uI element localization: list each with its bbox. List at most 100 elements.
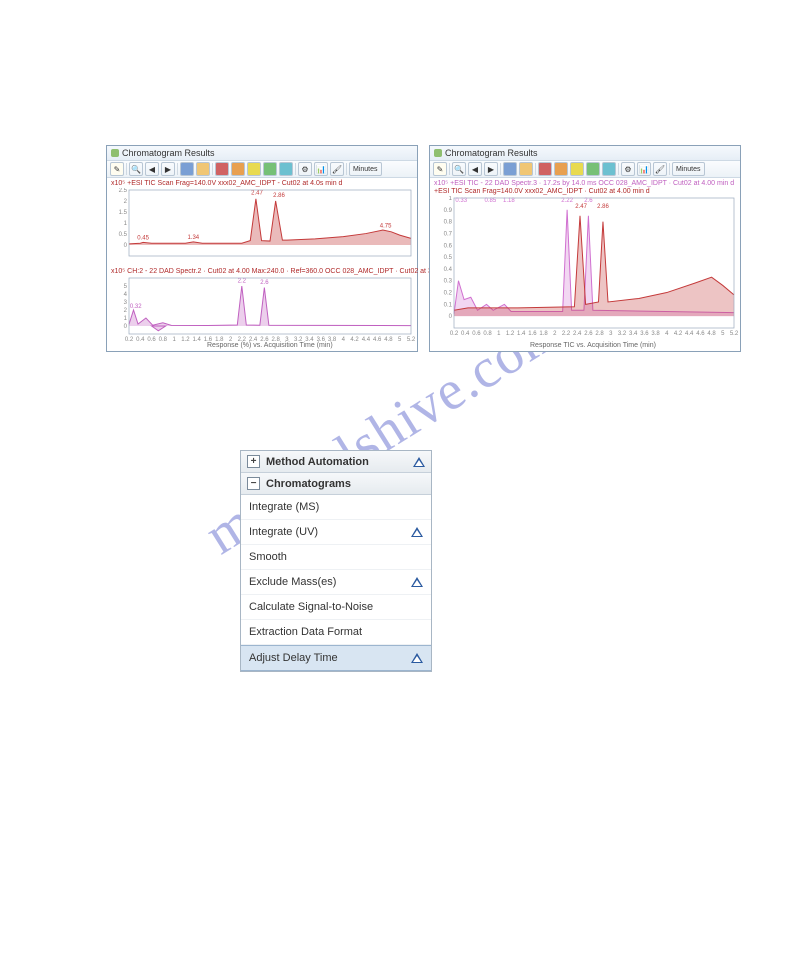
chart-bottom-left: 0.322.22.60123450.20.40.60.811.21.41.61.… <box>109 276 415 348</box>
toolbar-btn[interactable] <box>263 162 277 176</box>
toolbar-sep <box>669 163 670 175</box>
svg-text:0: 0 <box>449 314 453 320</box>
toolbar-btn[interactable]: ⚙ <box>298 162 312 176</box>
svg-text:2.22: 2.22 <box>561 198 573 204</box>
dropdown-xaxis[interactable]: Minutes <box>672 162 705 176</box>
toolbar-sep <box>126 163 127 175</box>
toolbar-btn[interactable]: ✎ <box>110 162 124 176</box>
svg-text:4.6: 4.6 <box>373 337 382 343</box>
svg-text:4.8: 4.8 <box>707 331 716 337</box>
toolbar-btn[interactable] <box>519 162 533 176</box>
toolbar-btn[interactable]: 🖌 <box>653 162 667 176</box>
svg-text:2.8: 2.8 <box>595 331 604 337</box>
toolbar-btn[interactable]: 📊 <box>637 162 651 176</box>
toolbar-btn[interactable] <box>586 162 600 176</box>
svg-text:3.4: 3.4 <box>629 331 638 337</box>
svg-text:4.2: 4.2 <box>674 331 683 337</box>
toolbar-btn[interactable]: ◀ <box>468 162 482 176</box>
toolbar-btn[interactable] <box>602 162 616 176</box>
svg-text:4.4: 4.4 <box>362 337 371 343</box>
toolbar-btn[interactable]: ◀ <box>145 162 159 176</box>
toolbar-btn[interactable]: 📊 <box>314 162 328 176</box>
menu-item[interactable]: Integrate (MS) <box>241 495 431 520</box>
svg-text:1.4: 1.4 <box>517 331 526 337</box>
menu-header-chromatograms[interactable]: − Chromatograms <box>241 473 431 495</box>
toolbar-btn[interactable] <box>231 162 245 176</box>
toolbar-btn[interactable] <box>247 162 261 176</box>
svg-text:0.8: 0.8 <box>159 337 168 343</box>
toolbar-btn[interactable] <box>279 162 293 176</box>
svg-text:2: 2 <box>124 308 128 314</box>
app-icon <box>111 149 119 157</box>
svg-text:5.2: 5.2 <box>407 337 415 343</box>
svg-text:3: 3 <box>124 300 128 306</box>
svg-text:0.2: 0.2 <box>450 331 459 337</box>
triangle-icon <box>413 457 425 467</box>
toolbar-btn[interactable] <box>196 162 210 176</box>
svg-text:4.2: 4.2 <box>350 337 359 343</box>
chart-top-left: 0.451.342.472.864.7500.511.522.5 <box>109 188 415 268</box>
toolbar-btn[interactable]: ▶ <box>484 162 498 176</box>
toolbar-btn[interactable]: ⚙ <box>621 162 635 176</box>
title-text: Chromatogram Results <box>445 146 538 160</box>
collapse-icon[interactable]: − <box>247 477 260 490</box>
svg-text:0.6: 0.6 <box>472 331 481 337</box>
chrom-body-right[interactable]: x10⁵ +ESI TIC - 22 DAD Spectr.3 · 17.2s … <box>430 178 740 351</box>
toolbar-btn[interactable]: ✎ <box>433 162 447 176</box>
svg-text:5: 5 <box>721 331 725 337</box>
svg-text:0.8: 0.8 <box>483 331 492 337</box>
toolbar-btn[interactable] <box>503 162 517 176</box>
toolbar-btn[interactable]: 🔍 <box>129 162 143 176</box>
dropdown-xaxis[interactable]: Minutes <box>349 162 382 176</box>
svg-text:2.5: 2.5 <box>119 188 128 194</box>
svg-text:2.6: 2.6 <box>260 280 269 286</box>
toolbar-btn[interactable]: ▶ <box>161 162 175 176</box>
svg-text:2: 2 <box>124 199 128 205</box>
svg-text:1.18: 1.18 <box>503 198 515 204</box>
toolbar-btn[interactable]: 🔍 <box>452 162 466 176</box>
svg-text:1: 1 <box>124 221 128 227</box>
svg-text:2.47: 2.47 <box>251 191 263 197</box>
toolbar-btn[interactable] <box>538 162 552 176</box>
header-label: Chromatograms <box>266 478 425 490</box>
toolbar-btn[interactable]: 🖌 <box>330 162 344 176</box>
svg-text:0.4: 0.4 <box>461 331 470 337</box>
svg-text:0.6: 0.6 <box>147 337 156 343</box>
svg-text:5.2: 5.2 <box>730 331 738 337</box>
svg-text:0.2: 0.2 <box>125 337 134 343</box>
menu-item[interactable]: Calculate Signal-to-Noise <box>241 595 431 620</box>
svg-text:1: 1 <box>172 337 176 343</box>
menu-item-label: Exclude Mass(es) <box>249 576 336 588</box>
svg-text:0.45: 0.45 <box>137 236 149 242</box>
menu-item[interactable]: Exclude Mass(es) <box>241 570 431 595</box>
menu-item[interactable]: Adjust Delay Time <box>241 645 431 671</box>
svg-text:0.3: 0.3 <box>444 279 453 285</box>
menu-item-label: Calculate Signal-to-Noise <box>249 601 373 613</box>
menu-item[interactable]: Integrate (UV) <box>241 520 431 545</box>
toolbar-btn[interactable] <box>180 162 194 176</box>
svg-text:1.6: 1.6 <box>528 331 537 337</box>
toolbar-btn[interactable] <box>215 162 229 176</box>
svg-text:3.6: 3.6 <box>640 331 649 337</box>
svg-text:3.8: 3.8 <box>651 331 660 337</box>
toolbar-btn[interactable] <box>554 162 568 176</box>
svg-text:2.6: 2.6 <box>584 331 593 337</box>
toolbar-sep <box>535 163 536 175</box>
svg-text:0.8: 0.8 <box>444 220 453 226</box>
menu-item[interactable]: Extraction Data Format <box>241 620 431 645</box>
toolbar-btn[interactable] <box>570 162 584 176</box>
svg-text:0.33: 0.33 <box>455 198 467 204</box>
svg-text:4: 4 <box>124 292 128 298</box>
menu-item[interactable]: Smooth <box>241 545 431 570</box>
expand-icon[interactable]: + <box>247 455 260 468</box>
menu-item-label: Integrate (UV) <box>249 526 318 538</box>
toolbar-sep <box>295 163 296 175</box>
menu-header-automation[interactable]: + Method Automation <box>241 451 431 473</box>
svg-text:1.34: 1.34 <box>187 235 199 241</box>
svg-text:0.5: 0.5 <box>119 232 128 238</box>
chrom-body-left[interactable]: x10⁵ +ESI TIC Scan Frag=140.0V xxx02_AMC… <box>107 178 417 351</box>
svg-text:2.47: 2.47 <box>575 204 587 210</box>
svg-text:1.8: 1.8 <box>539 331 548 337</box>
svg-text:2: 2 <box>553 331 557 337</box>
svg-text:2.2: 2.2 <box>238 278 247 284</box>
